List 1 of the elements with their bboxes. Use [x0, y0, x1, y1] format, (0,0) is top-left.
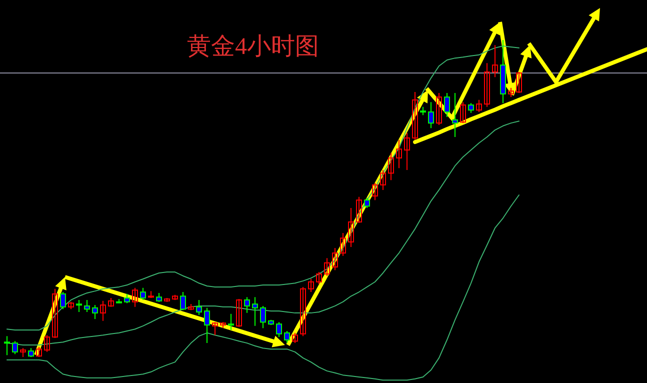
- chart-title: 黄金4小时图: [187, 34, 319, 60]
